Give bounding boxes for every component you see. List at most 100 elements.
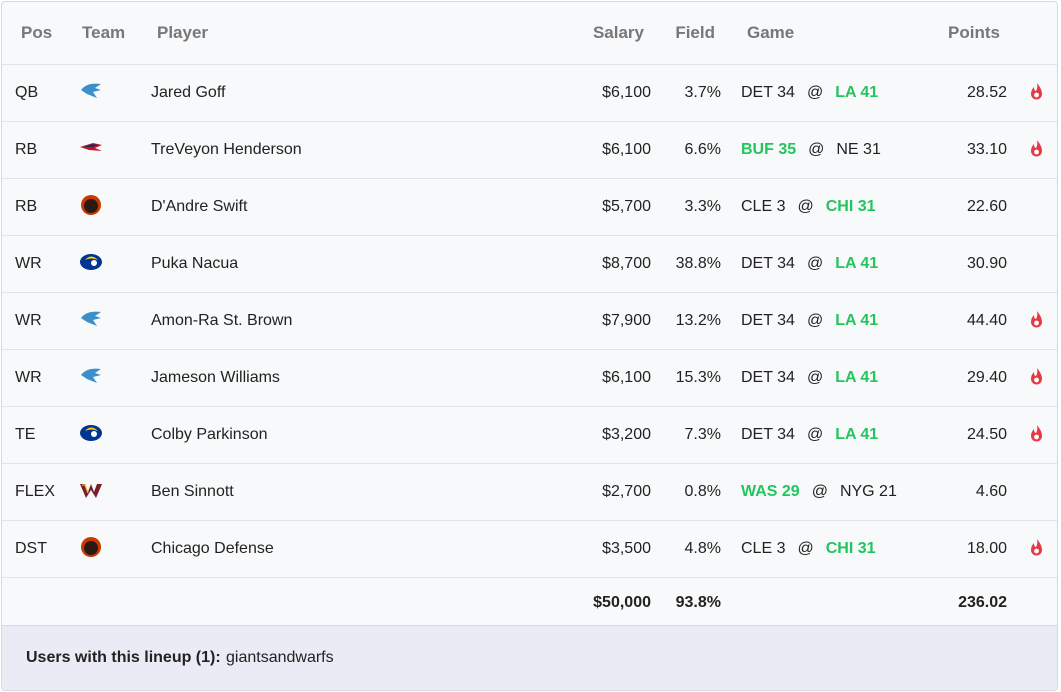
player-row: WR Amon-Ra St. Brown $7,900 13.2% DET 34 @ LA … (2, 293, 1057, 350)
player-row: DST Chicago Defense $3,500 4.8% CLE 3 @ CHI 31… (2, 521, 1057, 578)
position: WR (15, 255, 42, 272)
away-score: DET 34 (741, 84, 795, 101)
salary: $2,700 (602, 483, 651, 500)
away-score: DET 34 (741, 426, 795, 443)
total-salary: $50,000 (593, 594, 651, 611)
salary: $6,100 (602, 369, 651, 386)
at-sign: @ (811, 483, 828, 500)
field-pct: 3.7% (684, 84, 721, 101)
player-name: Jared Goff (151, 84, 226, 101)
home-score: LA 41 (835, 84, 879, 101)
home-score: LA 41 (835, 369, 879, 386)
player-name: TreVeyon Henderson (151, 141, 302, 158)
game: DET 34 @ LA 41 (741, 312, 878, 330)
player-row: QB Jared Goff $6,100 3.7% DET 34 @ LA 41 28.52 (2, 65, 1057, 122)
away-score: WAS 29 (741, 483, 800, 500)
position: WR (15, 369, 42, 386)
column-header: Pos (21, 23, 53, 42)
home-score: CHI 31 (825, 540, 876, 557)
hot-icon (1031, 539, 1042, 556)
hot-icon (1031, 368, 1042, 385)
hot-icon (1031, 311, 1042, 328)
home-score: CHI 31 (825, 198, 876, 215)
away-score: DET 34 (741, 312, 795, 329)
footer: Users with this lineup (1): giantsandwar… (2, 626, 1057, 690)
player-row: RB D'Andre Swift $5,700 3.3% CLE 3 @ CHI 31 22.… (2, 179, 1057, 236)
game: BUF 35 @ NE 31 (741, 141, 881, 159)
column-header: Game (747, 23, 795, 42)
column-header: Team (82, 23, 126, 42)
player-row: TE Colby Parkinson $3,200 7.3% DET 34 @ LA 41 2… (2, 407, 1057, 464)
position: TE (15, 426, 36, 443)
at-sign: @ (806, 255, 824, 272)
game: CLE 3 @ CHI 31 (741, 540, 876, 558)
home-score: NYG 21 (839, 483, 897, 500)
field-pct: 38.8% (675, 255, 721, 272)
at-sign: @ (797, 540, 814, 557)
hot-icon (1031, 140, 1042, 157)
player-name: D'Andre Swift (151, 198, 248, 215)
totals-row: $50,000 93.8% 236.02 (2, 578, 1057, 626)
position: FLEX (15, 483, 56, 500)
salary: $3,500 (602, 540, 651, 557)
team-logo (80, 254, 102, 270)
points: 30.90 (966, 255, 1007, 272)
column-header: Points (948, 23, 1000, 42)
home-score: LA 41 (835, 426, 879, 443)
player-name: Jameson Williams (151, 369, 280, 386)
field-pct: 0.8% (684, 483, 721, 500)
footer-label: Users with this lineup (1): (26, 649, 221, 666)
game: CLE 3 @ CHI 31 (741, 198, 876, 216)
points: 33.10 (966, 141, 1007, 158)
at-sign: @ (797, 198, 814, 215)
hot-icon (1031, 83, 1042, 100)
field-pct: 6.6% (684, 141, 721, 158)
away-score: DET 34 (741, 369, 795, 386)
home-score: LA 41 (835, 312, 879, 329)
team-logo (81, 83, 101, 98)
points: 28.52 (966, 84, 1007, 101)
away-score: BUF 35 (741, 141, 797, 158)
at-sign: @ (806, 426, 824, 443)
team-logo (81, 368, 101, 383)
team-logo (80, 143, 102, 151)
points: 18.00 (966, 540, 1007, 557)
field-pct: 7.3% (684, 426, 721, 443)
points: 24.50 (966, 426, 1007, 443)
away-score: DET 34 (741, 255, 795, 272)
player-name: Chicago Defense (151, 540, 274, 557)
game: DET 34 @ LA 41 (741, 255, 878, 273)
player-name: Amon-Ra St. Brown (151, 312, 293, 329)
field-pct: 3.3% (684, 198, 721, 215)
field-pct: 15.3% (675, 369, 721, 386)
column-header: Salary (592, 23, 644, 42)
salary: $7,900 (602, 312, 651, 329)
player-name: Colby Parkinson (151, 426, 268, 443)
player-row: RB TreVeyon Henderson $6,100 6.6% BUF 35 @ NE … (2, 122, 1057, 179)
field-pct: 4.8% (684, 540, 721, 557)
home-score: NE 31 (836, 141, 881, 158)
position: QB (15, 84, 39, 101)
total-field: 93.8% (675, 594, 721, 611)
column-header: Player (157, 23, 209, 42)
total-points: 236.02 (958, 594, 1007, 611)
points: 4.60 (975, 483, 1007, 500)
points: 29.40 (966, 369, 1007, 386)
game: WAS 29 @ NYG 21 (741, 483, 897, 501)
position: RB (15, 198, 38, 215)
team-logo (81, 311, 101, 326)
team-logo (80, 484, 102, 498)
player-row: FLEX Ben Sinnott $2,700 0.8% WAS 29 @ NYG 21 4.… (2, 464, 1057, 521)
salary: $8,700 (602, 255, 651, 272)
position: WR (15, 312, 42, 329)
salary: $6,100 (602, 141, 651, 158)
footer-users[interactable]: giantsandwarfs (226, 649, 334, 666)
column-header: Field (675, 23, 715, 42)
game: DET 34 @ LA 41 (741, 369, 878, 387)
points: 44.40 (966, 312, 1007, 329)
game: DET 34 @ LA 41 (741, 84, 878, 102)
at-sign: @ (806, 369, 824, 386)
player-name: Puka Nacua (151, 255, 239, 272)
salary: $3,200 (602, 426, 651, 443)
